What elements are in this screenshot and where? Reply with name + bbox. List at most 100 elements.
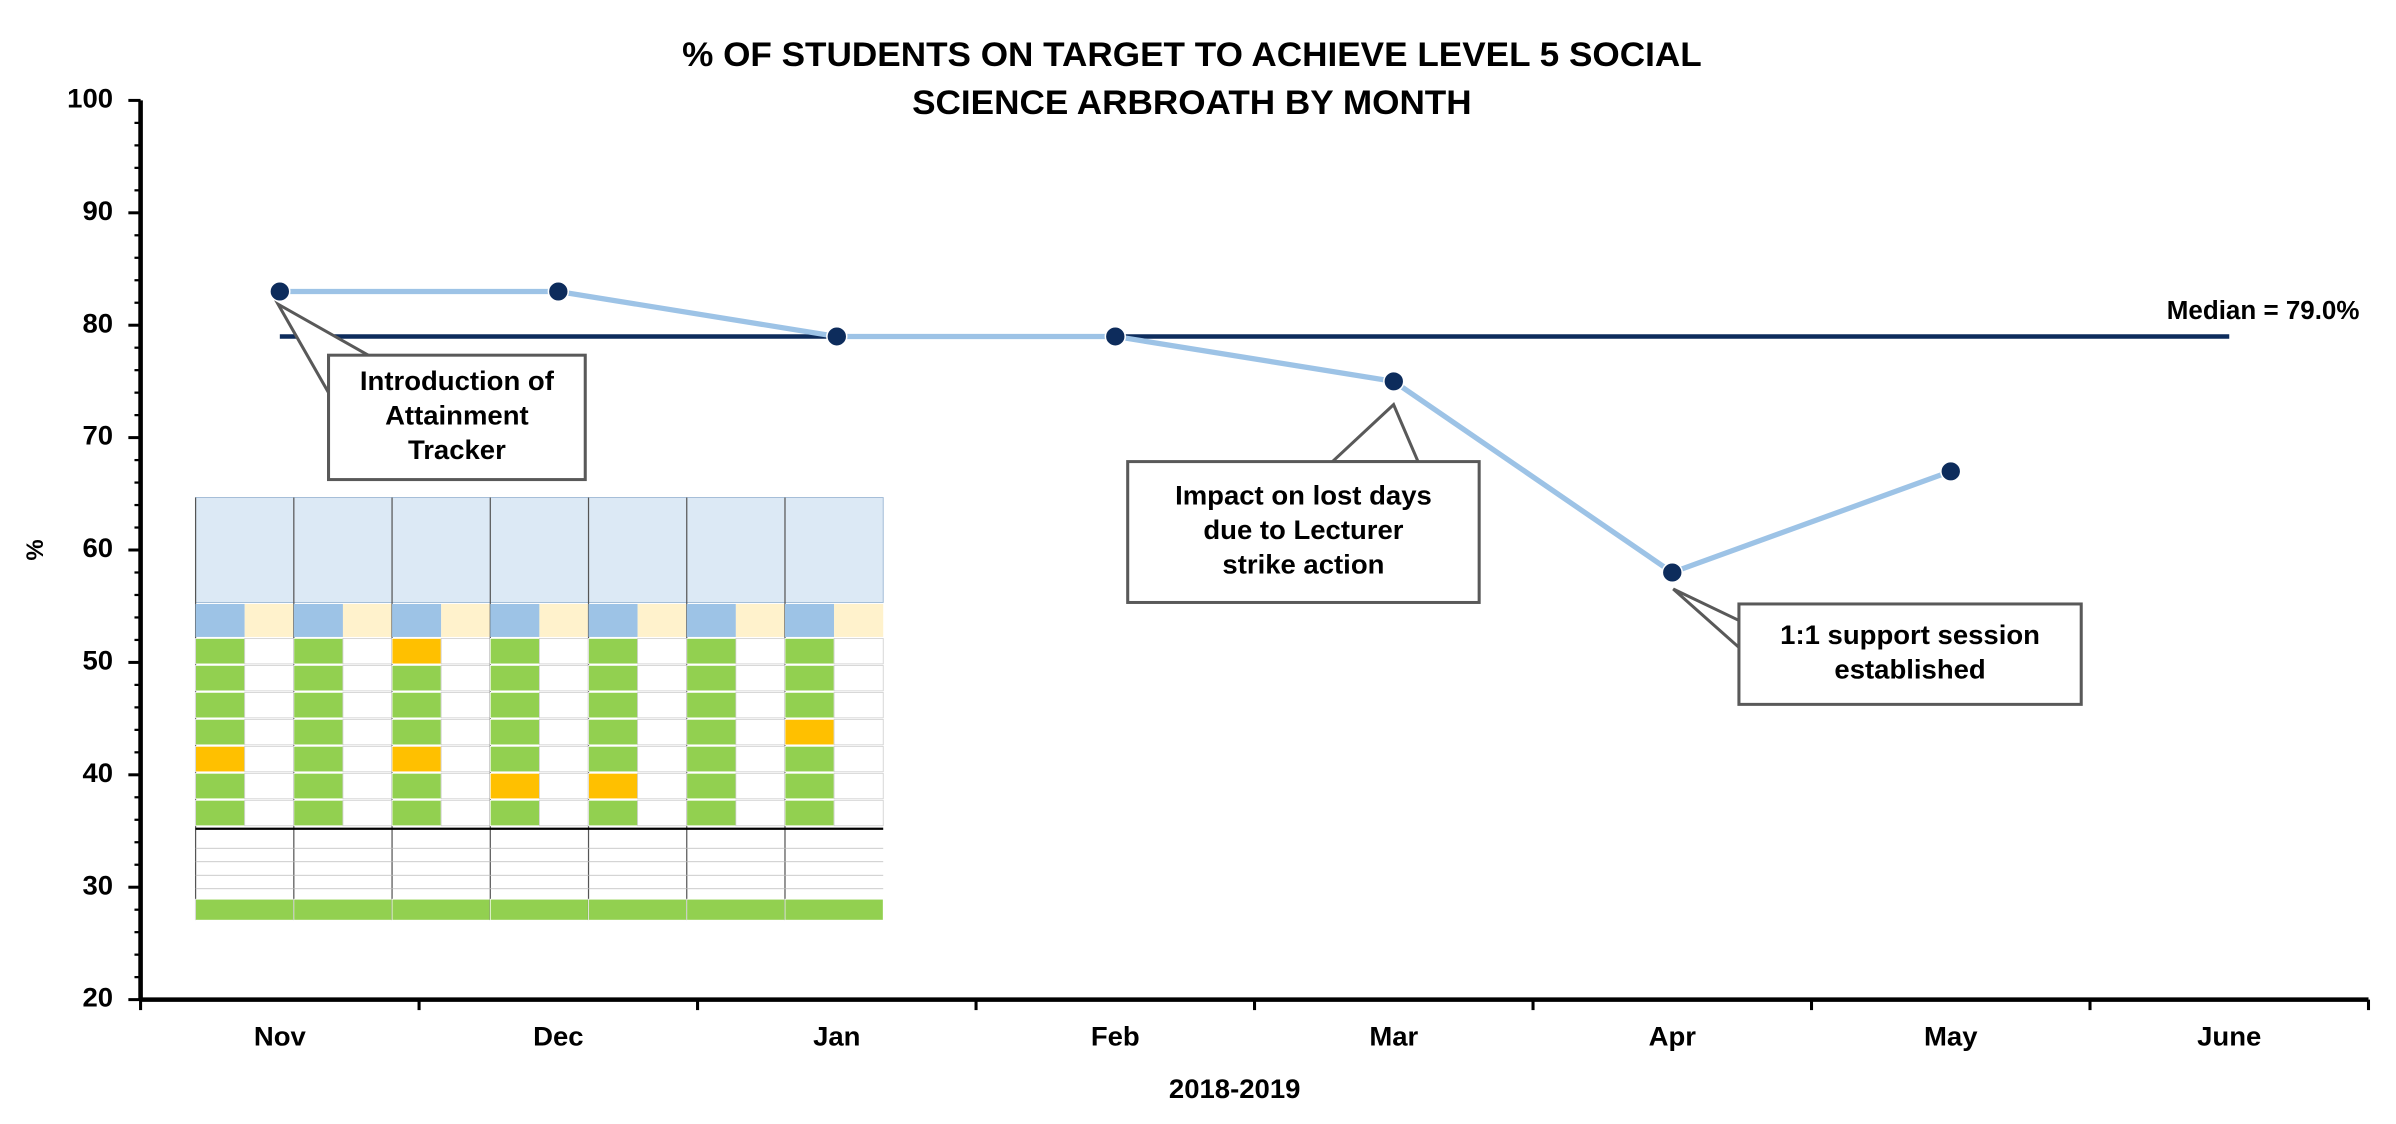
thumb-cell [490, 899, 588, 920]
thumb-cell [736, 746, 785, 771]
data-point [548, 282, 568, 301]
thumb-cell [638, 800, 687, 825]
thumb-cell [834, 604, 883, 637]
thumb-cell [834, 665, 883, 690]
callout-text: Impact on lost days [1175, 480, 1432, 511]
y-tick-label: 100 [67, 83, 113, 114]
thumb-cell [539, 665, 588, 690]
x-tick-label: June [2197, 1021, 2261, 1052]
thumb-cell [196, 692, 245, 717]
thumb-cell [490, 604, 539, 637]
thumb-cell [294, 604, 343, 637]
thumb-cell [392, 800, 441, 825]
page: {"chart_data": { "type": "line", "title"… [0, 0, 2396, 1124]
thumb-cell [343, 800, 392, 825]
thumb-cell [539, 604, 588, 637]
thumb-cell [196, 899, 294, 920]
thumb-cell [539, 638, 588, 663]
y-tick-label: 20 [82, 982, 113, 1013]
chart-title: % OF STUDENTS ON TARGET TO ACHIEVE LEVEL… [682, 35, 1702, 74]
data-point [270, 282, 290, 301]
y-tick-label: 30 [82, 870, 113, 901]
thumb-cell [441, 665, 490, 690]
thumb-cell [834, 692, 883, 717]
x-tick-label: May [1924, 1021, 1977, 1052]
thumb-cell [343, 773, 392, 798]
data-point [1941, 462, 1961, 481]
thumb-cell [687, 773, 736, 798]
thumb-cell [589, 719, 638, 744]
data-point [1384, 372, 1404, 391]
thumb-cell [687, 800, 736, 825]
x-tick-label: Mar [1369, 1021, 1418, 1052]
callout-text: established [1834, 654, 1985, 685]
chart-title: SCIENCE ARBROATH BY MONTH [912, 83, 1472, 122]
thumb-cell [245, 773, 294, 798]
callout-pointer [1332, 405, 1418, 462]
thumb-cell [589, 604, 638, 637]
thumb-cell [589, 746, 638, 771]
thumb-cell [294, 800, 343, 825]
thumb-cell [196, 800, 245, 825]
data-point [1662, 563, 1682, 582]
callout-text: Tracker [408, 434, 506, 465]
thumb-cell [736, 773, 785, 798]
thumb-cell [785, 719, 834, 744]
y-tick-label: 50 [82, 645, 113, 676]
thumb-cell [490, 638, 539, 663]
thumb-cell [196, 719, 245, 744]
thumb-cell [392, 692, 441, 717]
thumb-cell [539, 692, 588, 717]
thumb-cell [539, 773, 588, 798]
thumb-cell [785, 638, 834, 663]
thumb-cell [687, 604, 736, 637]
thumb-cell [785, 773, 834, 798]
thumb-cell [736, 800, 785, 825]
thumb-cell [343, 719, 392, 744]
thumb-cell [245, 604, 294, 637]
thumb-cell [392, 719, 441, 744]
thumb-cell [687, 638, 736, 663]
callout-text: due to Lecturer [1203, 514, 1404, 545]
x-axis-label: 2018-2019 [1169, 1073, 1301, 1104]
callout-text: strike action [1222, 549, 1384, 580]
thumb-cell [834, 746, 883, 771]
x-tick-label: Dec [533, 1021, 583, 1052]
thumb-cell [196, 746, 245, 771]
thumb-cell [490, 800, 539, 825]
thumb-cell [589, 638, 638, 663]
thumb-cell [490, 719, 539, 744]
thumb-cell [294, 899, 392, 920]
thumb-cell [785, 899, 883, 920]
thumb-header [196, 498, 884, 603]
thumb-cell [539, 800, 588, 825]
y-tick-label: 40 [82, 757, 113, 788]
thumb-cell [785, 665, 834, 690]
thumb-cell [245, 746, 294, 771]
thumb-cell [294, 746, 343, 771]
thumb-cell [736, 692, 785, 717]
thumb-cell [638, 665, 687, 690]
thumb-cell [441, 604, 490, 637]
thumb-cell [490, 746, 539, 771]
thumb-cell [638, 746, 687, 771]
thumb-cell [490, 692, 539, 717]
thumb-cell [392, 638, 441, 663]
thumb-cell [392, 604, 441, 637]
thumb-cell [441, 800, 490, 825]
thumb-cell [490, 665, 539, 690]
thumb-cell [687, 899, 785, 920]
x-tick-label: Nov [254, 1021, 307, 1052]
y-tick-label: 80 [82, 308, 113, 339]
thumb-cell [343, 746, 392, 771]
median-label: Median = 79.0% [2167, 297, 2360, 325]
thumb-cell [539, 719, 588, 744]
thumb-cell [834, 638, 883, 663]
y-tick-label: 60 [82, 532, 113, 563]
thumb-cell [785, 604, 834, 637]
thumb-cell [196, 665, 245, 690]
thumb-cell [392, 665, 441, 690]
thumb-cell [441, 773, 490, 798]
thumb-cell [687, 719, 736, 744]
thumb-cell [196, 638, 245, 663]
